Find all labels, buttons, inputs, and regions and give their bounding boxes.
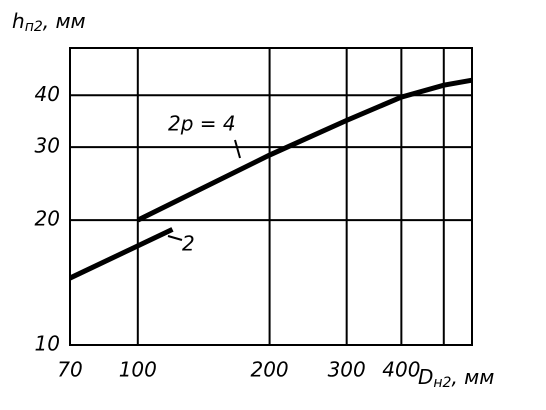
x-label-unit: , мм: [451, 365, 494, 389]
x-tick-label: 100: [119, 358, 157, 382]
leader-line: [234, 139, 241, 159]
x-label-sub: н2: [433, 375, 451, 391]
y-tick-label: 30: [35, 134, 60, 158]
y-label-unit: , мм: [43, 9, 86, 33]
line: [136, 77, 473, 223]
x-tick-label: 200: [250, 358, 288, 382]
x-label-main: D: [418, 365, 433, 389]
series-label: 2: [182, 232, 195, 256]
x-tick-label: 300: [328, 358, 366, 382]
x-tick-label: 70: [57, 358, 82, 382]
y-label-main: h: [12, 9, 25, 33]
y-label-sub: п2: [25, 19, 43, 35]
x-tick-label: 400: [382, 358, 420, 382]
y-tick-label: 40: [35, 82, 60, 106]
series-label: 2p = 4: [168, 112, 236, 136]
line: [68, 227, 174, 281]
x-axis-label: Dн2, мм: [418, 365, 494, 392]
leader-line: [167, 235, 183, 241]
y-tick-label: 20: [35, 207, 60, 231]
y-tick-label: 10: [35, 332, 60, 356]
y-axis-label: hп2, мм: [12, 9, 86, 36]
